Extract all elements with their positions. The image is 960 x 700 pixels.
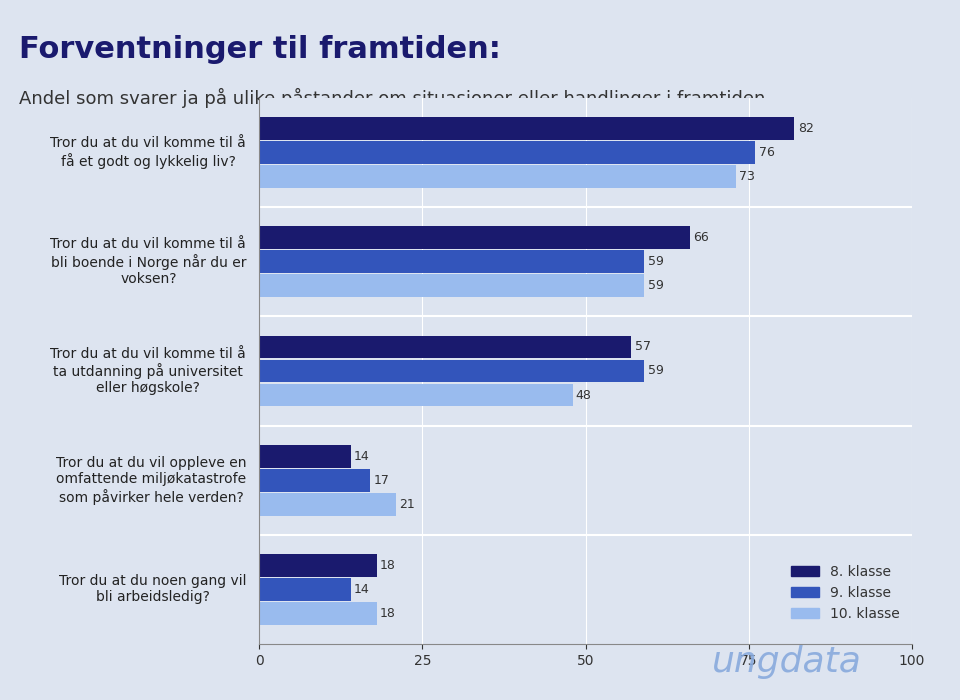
Bar — [259, 602, 376, 625]
Text: 14: 14 — [354, 449, 370, 463]
Bar — [259, 360, 644, 382]
Bar — [259, 165, 735, 188]
Bar — [259, 141, 756, 164]
Text: 82: 82 — [798, 122, 814, 135]
Text: 73: 73 — [739, 170, 755, 183]
Bar — [259, 274, 644, 298]
Text: 59: 59 — [648, 279, 663, 293]
Text: 48: 48 — [576, 389, 591, 402]
Text: ungdata: ungdata — [712, 645, 862, 679]
Text: 14: 14 — [354, 583, 370, 596]
Text: 66: 66 — [693, 231, 709, 244]
Text: 17: 17 — [373, 474, 390, 486]
Bar — [259, 554, 376, 577]
Text: Forventninger til framtiden:: Forventninger til framtiden: — [19, 35, 501, 64]
Bar — [259, 444, 350, 468]
Text: Tror du at du noen gang vil
bli arbeidsledig?: Tror du at du noen gang vil bli arbeidsl… — [59, 574, 247, 605]
Text: 76: 76 — [758, 146, 775, 159]
Bar — [259, 335, 632, 358]
Text: 59: 59 — [648, 365, 663, 377]
Text: Tror du at du vil komme til å
ta utdanning på universitet
eller høgskole?: Tror du at du vil komme til å ta utdanni… — [51, 346, 247, 395]
Bar — [259, 117, 795, 140]
Bar — [259, 226, 690, 249]
Bar — [259, 251, 644, 273]
Text: Andel som svarer ja på ulike påstander om situasjoner eller handlinger i framtid: Andel som svarer ja på ulike påstander o… — [19, 88, 765, 108]
Text: Tror du at du vil oppleve en
omfattende miljøkatastrofe
som påvirker hele verden: Tror du at du vil oppleve en omfattende … — [56, 456, 247, 505]
Text: 59: 59 — [648, 256, 663, 268]
Text: 18: 18 — [380, 607, 396, 620]
Bar — [259, 578, 350, 601]
Text: 18: 18 — [380, 559, 396, 572]
Bar — [259, 469, 371, 491]
Text: Tror du at du vil komme til å
få et godt og lykkelig liv?: Tror du at du vil komme til å få et godt… — [51, 136, 247, 169]
Legend: 8. klasse, 9. klasse, 10. klasse: 8. klasse, 9. klasse, 10. klasse — [785, 559, 905, 626]
Text: 21: 21 — [399, 498, 416, 511]
Bar — [259, 493, 396, 516]
Text: 57: 57 — [635, 340, 651, 354]
Text: Tror du at du vil komme til å
bli boende i Norge når du er
voksen?: Tror du at du vil komme til å bli boende… — [51, 237, 247, 286]
Bar — [259, 384, 572, 407]
